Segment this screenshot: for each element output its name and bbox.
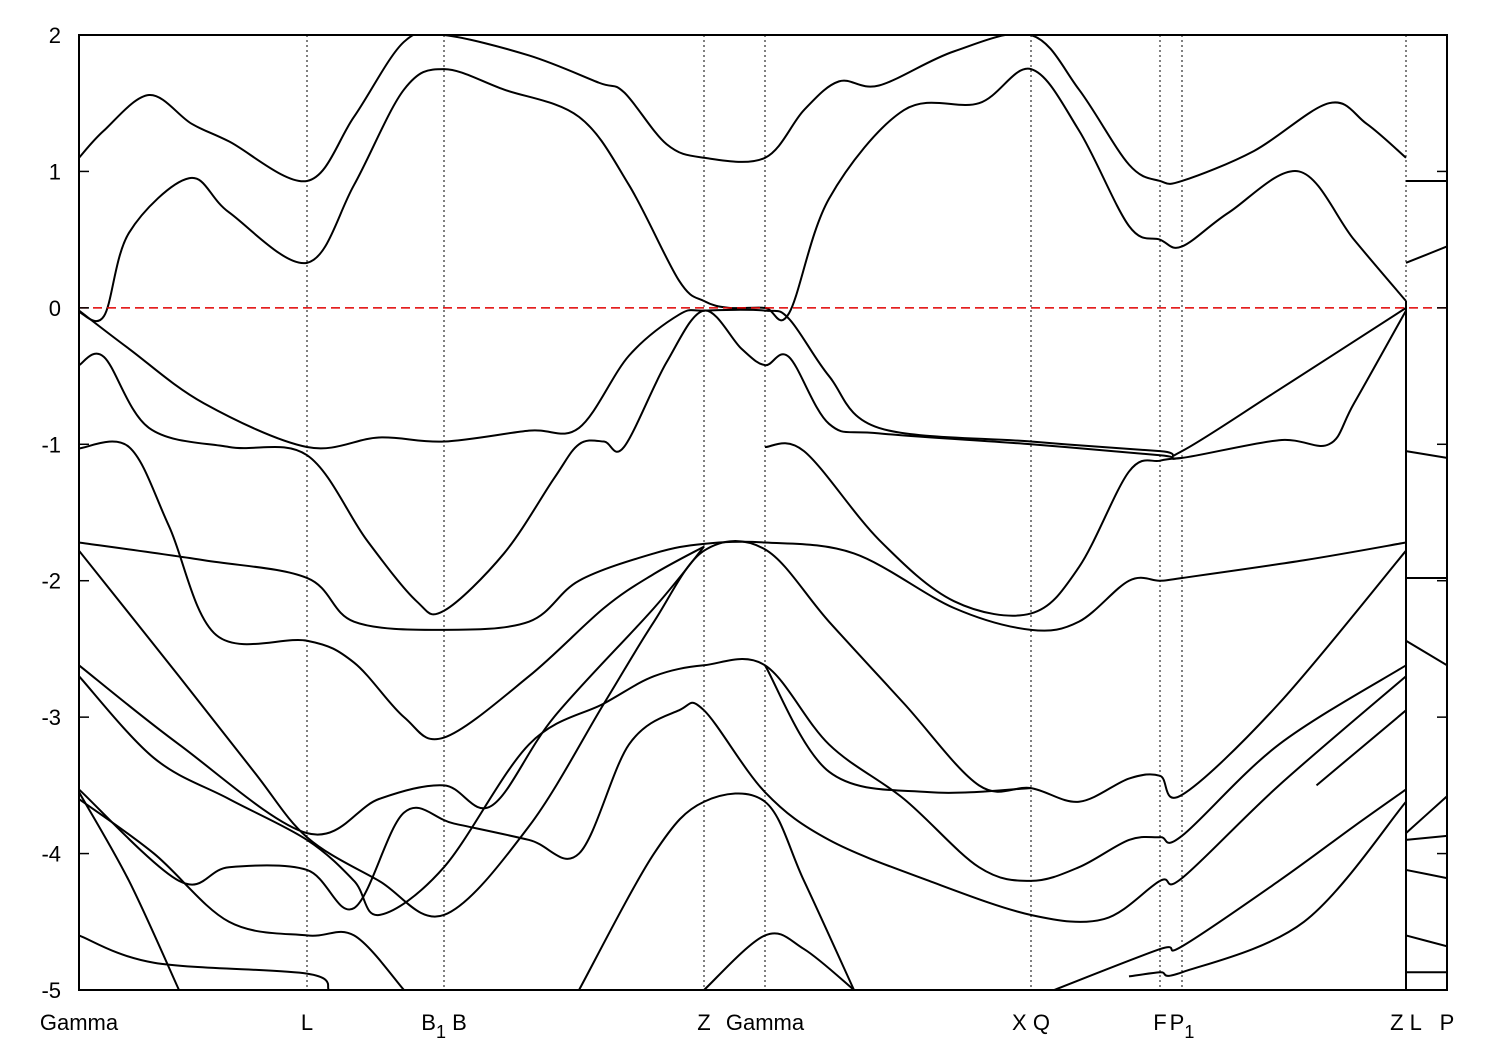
- y-tick-label: -5: [41, 978, 61, 1003]
- band-line-18: [79, 791, 180, 990]
- band-line-28: [1405, 934, 1447, 948]
- band-line-0: [79, 35, 1407, 185]
- x-tick-label: F: [1153, 1010, 1166, 1035]
- y-tick-label: -3: [41, 705, 61, 730]
- y-tick-label: 1: [49, 159, 61, 184]
- y-tick-label: 2: [49, 23, 61, 48]
- band-line-4: [79, 440, 705, 741]
- band-line-3: [79, 309, 1407, 616]
- y-tick-label: -4: [41, 842, 61, 867]
- x-tick-label: X Q: [1012, 1010, 1050, 1035]
- x-tick-label: B1 B: [421, 1010, 467, 1042]
- band-line-11: [79, 675, 1407, 923]
- band-line-17: [1128, 801, 1407, 978]
- x-tick-label: Z L: [1390, 1010, 1422, 1035]
- band-line-7: [79, 540, 1407, 918]
- y-axis: 2 1 0 -1 -2 -3 -4 -5: [41, 23, 1447, 1003]
- band-line-21: [1405, 245, 1447, 264]
- band-line-8: [79, 545, 705, 836]
- bands: [79, 35, 1447, 990]
- band-line-16: [703, 932, 855, 990]
- x-tick-label: Z: [697, 1010, 710, 1035]
- y-tick-label: 0: [49, 296, 61, 321]
- band-line-1: [79, 67, 1407, 323]
- band-line-2: [79, 307, 1407, 458]
- x-tick-label: Gamma: [40, 1010, 119, 1035]
- band-line-6: [79, 540, 1407, 632]
- x-tick-label: Gamma: [726, 1010, 805, 1035]
- band-line-13: [578, 792, 855, 990]
- band-line-19: [1315, 709, 1407, 787]
- symmetry-lines: [306, 35, 1407, 990]
- band-line-9: [764, 664, 1032, 794]
- band-line-15: [79, 934, 330, 990]
- band-line-27: [1405, 868, 1447, 880]
- x-axis: Gamma L B1 B Z Gamma X Q F P1 Z L P: [40, 1010, 1454, 1042]
- band-line-10: [79, 658, 1407, 916]
- x-tick-label: L: [301, 1010, 313, 1035]
- band-line-14: [1053, 788, 1407, 990]
- y-tick-label: -1: [41, 432, 61, 457]
- band-line-24: [1405, 639, 1447, 667]
- x-tick-label: P: [1440, 1010, 1455, 1035]
- plot-frame: [78, 34, 1448, 991]
- band-line-12: [79, 798, 405, 990]
- band-line-26: [1405, 834, 1447, 841]
- band-line-22: [1405, 450, 1447, 459]
- band-line-25: [1405, 795, 1447, 834]
- band-line-5: [764, 442, 1183, 617]
- y-tick-label: -2: [41, 569, 61, 594]
- x-tick-label: P1: [1170, 1010, 1195, 1042]
